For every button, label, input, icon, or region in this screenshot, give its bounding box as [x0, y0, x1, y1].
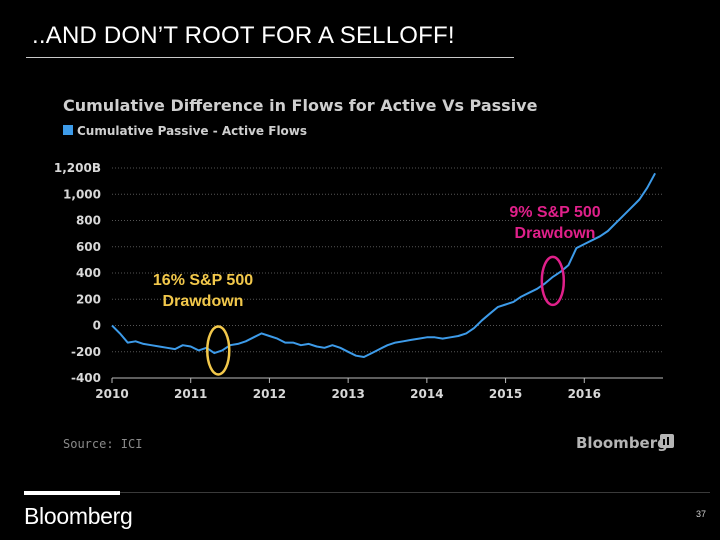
y-tick-label: -200 [71, 345, 101, 359]
bloomberg-terminal-icon [660, 434, 674, 448]
annotation-text: 16% S&P 500 [153, 272, 253, 289]
chart-watermark: Bloomberg [576, 434, 668, 452]
y-tick-label: -400 [71, 371, 101, 385]
y-tick-label: 1,000 [63, 187, 101, 201]
y-tick-label: 400 [76, 266, 101, 280]
y-tick-label: 1,200B [54, 161, 101, 175]
chart-panel: Cumulative Difference in Flows for Activ… [48, 82, 680, 462]
legend-label: Cumulative Passive - Active Flows [77, 124, 307, 138]
annotation-text: 9% S&P 500 [509, 204, 600, 221]
x-tick-label: 2014 [410, 387, 443, 401]
series-layer [111, 172, 656, 358]
y-tick-label: 200 [76, 292, 101, 306]
x-tick-label: 2013 [331, 387, 364, 401]
chart-svg: Cumulative Difference in Flows for Activ… [54, 96, 674, 452]
y-axis-ticks: 1,200B 1,000 800 600 400 200 0 -200 -400 [54, 161, 101, 385]
footer-rule [120, 492, 710, 493]
footer-accent-bar [24, 491, 120, 495]
x-tick-label: 2010 [95, 387, 128, 401]
x-tick-label: 2015 [489, 387, 522, 401]
x-tick-label: 2011 [174, 387, 207, 401]
chart-title: Cumulative Difference in Flows for Activ… [63, 96, 538, 115]
annotations-layer: 16% S&P 500 Drawdown 9% S&P 500 Drawdown [153, 204, 601, 376]
y-tick-label: 0 [93, 319, 101, 333]
slide-title: ..AND DON’T ROOT FOR A SELLOFF! [32, 22, 455, 49]
title-underline [26, 57, 514, 58]
y-tick-label: 600 [76, 240, 101, 254]
x-tick-label: 2016 [568, 387, 601, 401]
y-tick-label: 800 [76, 214, 101, 228]
footer-logo: Bloomberg [24, 503, 133, 529]
x-tick-label: 2012 [253, 387, 286, 401]
annotation-text: Drawdown [163, 293, 244, 310]
legend-swatch [63, 125, 73, 135]
gridlines [112, 167, 663, 379]
page-number: 37 [695, 509, 706, 519]
x-axis-ticks: 2010 2011 2012 2013 2014 2015 2016 [95, 378, 601, 401]
chart-source: Source: ICI [63, 437, 142, 451]
annotation-marker [206, 325, 231, 376]
annotation-marker [540, 255, 566, 307]
series-line [111, 172, 656, 358]
annotation-text: Drawdown [515, 225, 596, 242]
